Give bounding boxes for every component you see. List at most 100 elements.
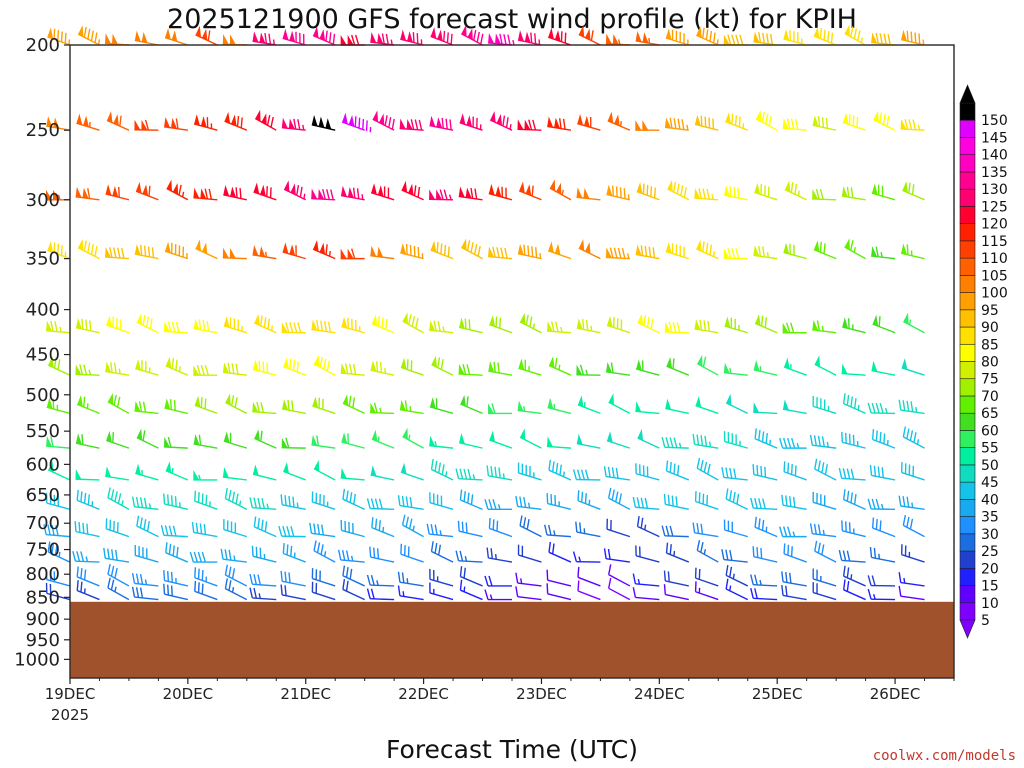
wind-barb (515, 572, 542, 587)
wind-barb (397, 495, 424, 511)
wind-barb (517, 462, 542, 481)
colorbar-bottom-arrow (959, 619, 976, 639)
wind-barb (370, 360, 395, 376)
colorbar-label: 90 (981, 320, 999, 336)
wind-barb (576, 364, 601, 376)
wind-barb (782, 118, 807, 131)
wind-barb (781, 571, 807, 587)
wind-barb (517, 544, 542, 563)
wind-barb (193, 469, 218, 481)
wind-barb (721, 467, 748, 481)
wind-barb (165, 542, 189, 563)
wind-barb (484, 589, 512, 601)
wind-barb (577, 566, 601, 587)
wind-barb (369, 546, 395, 563)
wind-barb (370, 402, 395, 415)
wind-barb (694, 114, 719, 131)
wind-barb (136, 428, 159, 449)
wind-barb (842, 579, 866, 601)
wind-barb (637, 428, 660, 449)
colorbar-cell (959, 585, 976, 604)
x-axis-title: Forecast Time (UTC) (386, 735, 638, 764)
chart-title: 2025121900 GFS forecast wind profile (kt… (167, 4, 857, 35)
colorbar-cell (959, 343, 976, 362)
wind-barb (901, 462, 925, 481)
wind-barb (402, 427, 424, 449)
y-tick-label: 950 (26, 630, 60, 651)
wind-barb (341, 112, 372, 133)
wind-barb (77, 25, 101, 46)
wind-barb (635, 545, 660, 563)
wind-barb (694, 581, 719, 601)
colorbar-label: 65 (981, 406, 999, 422)
wind-barb (898, 495, 925, 511)
wind-barb (577, 580, 601, 601)
wind-barb (341, 432, 365, 449)
wind-barb (194, 567, 218, 587)
wind-barb (459, 579, 483, 601)
wind-barb (429, 189, 454, 201)
x-tick-label: 23DEC (516, 685, 567, 703)
wind-barb (902, 181, 925, 201)
wind-barb (313, 459, 336, 481)
wind-barb (484, 575, 512, 587)
wind-barb (311, 319, 336, 334)
wind-barb (252, 401, 277, 415)
wind-barb (429, 397, 454, 415)
wind-barb (400, 543, 424, 563)
wind-barb (106, 430, 130, 449)
wind-barb (665, 542, 690, 563)
wind-barb (252, 359, 277, 376)
wind-barb (667, 179, 690, 201)
wind-barb (575, 521, 601, 538)
wind-barb (783, 461, 807, 481)
wind-barb (399, 118, 424, 131)
colorbar-cell (959, 430, 976, 448)
colorbar-cell (959, 309, 976, 328)
wind-barb (340, 34, 365, 46)
wind-barb (605, 33, 630, 46)
wind-barb (869, 464, 896, 481)
wind-barb (163, 436, 188, 449)
wind-barb (225, 393, 248, 415)
colorbar-label: 95 (981, 303, 999, 319)
wind-barb (45, 569, 71, 587)
wind-barb (340, 185, 365, 201)
wind-barb (663, 584, 689, 601)
wind-barb (841, 431, 866, 449)
wind-barb (694, 491, 719, 510)
x-tick-label: 26DEC (870, 685, 921, 703)
colorbar-cell (959, 464, 976, 483)
wind-barb (366, 588, 395, 601)
wind-barb (663, 570, 689, 587)
wind-barb (281, 437, 306, 449)
wind-barb (46, 116, 71, 131)
x-tick-label: 24DEC (634, 685, 685, 703)
wind-barb (458, 363, 483, 376)
wind-barb (107, 487, 130, 510)
wind-barb (371, 517, 395, 538)
wind-barb (46, 189, 70, 201)
wind-barb (131, 573, 159, 587)
y-tick-label: 300 (26, 190, 60, 211)
wind-barb (429, 568, 454, 587)
wind-barb (366, 498, 395, 511)
wind-barb (607, 487, 631, 510)
colorbar-label: 45 (981, 475, 999, 491)
wind-barb (867, 498, 896, 511)
wind-barb (841, 520, 866, 538)
wind-barb (696, 540, 719, 563)
wind-barb (484, 499, 512, 511)
wind-barb (635, 120, 660, 131)
colorbar-label: 10 (981, 596, 999, 612)
wind-barb (46, 436, 71, 449)
wind-barb (371, 314, 395, 334)
wind-barb (163, 321, 188, 334)
wind-barb (867, 588, 896, 601)
wind-barb (370, 465, 395, 481)
wind-barb (724, 316, 748, 334)
wind-barb (164, 398, 189, 415)
wind-barb (841, 363, 866, 376)
wind-barb (606, 361, 630, 376)
wind-barb (249, 573, 277, 587)
